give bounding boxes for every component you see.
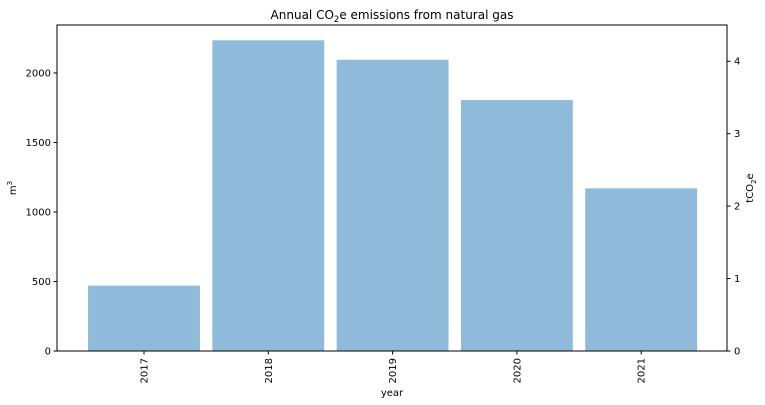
y2-axis-ticks: 0 1 2 3 4 — [727, 57, 740, 358]
bar-2017 — [88, 285, 200, 351]
y2-tick-label: 4 — [734, 57, 740, 68]
y-axis-label: m3 — [6, 181, 19, 195]
x-tick-label: 2019 — [388, 358, 399, 383]
x-tick-label: 2020 — [512, 358, 523, 383]
y2-tick-label: 0 — [734, 347, 740, 358]
y-tick-label: 1500 — [26, 138, 51, 149]
y2-tick-label: 2 — [734, 202, 740, 213]
y-tick-label: 1000 — [26, 207, 51, 218]
bar-2021 — [585, 188, 698, 351]
y-tick-label: 0 — [45, 347, 51, 358]
y-tick-label: 2000 — [26, 68, 51, 79]
plot-frame — [56, 24, 728, 352]
y2-tick-label: 1 — [734, 274, 740, 285]
x-tick-label: 2018 — [264, 358, 275, 383]
bar-2018 — [212, 40, 325, 351]
bar-2020 — [460, 100, 573, 351]
y2-axis-label: tCO2e — [745, 173, 758, 202]
x-axis-label: year — [381, 388, 404, 399]
bars — [88, 40, 698, 352]
x-axis-ticks: 2017 2018 2019 2020 2021 — [140, 351, 648, 383]
y2-tick-label: 3 — [734, 129, 740, 140]
y-axis-ticks: 0 500 1000 1500 2000 — [26, 68, 57, 358]
x-tick-label: 2017 — [140, 358, 151, 383]
y-tick-label: 500 — [32, 277, 51, 288]
bar-2019 — [336, 59, 449, 352]
x-tick-label: 2021 — [637, 358, 648, 383]
chart-title: Annual CO2e emissions from natural gas — [271, 8, 514, 25]
